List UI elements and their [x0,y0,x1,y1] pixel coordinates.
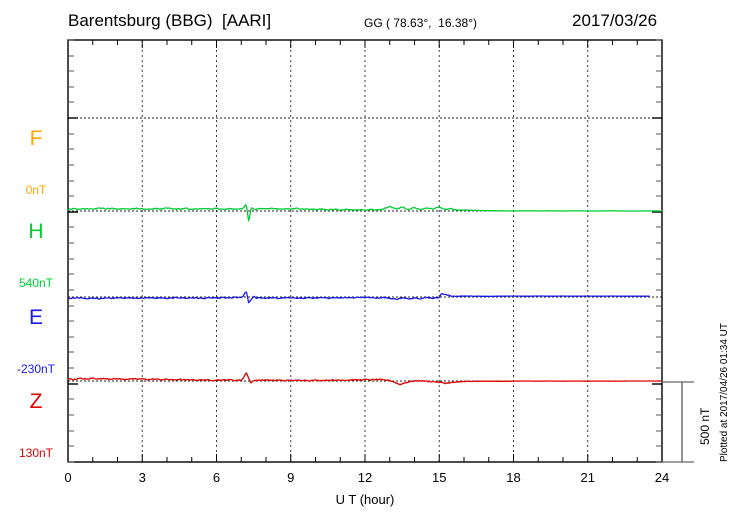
scale-bar-label: 500 nT [698,407,712,445]
geographic-coordinates: GG ( 78.63°, 16.38°) [364,16,477,30]
plotted-timestamp: Plotted at 2017/04/26 01:34 UT [719,323,730,462]
station-title: Barentsburg (BBG) [AARI] [68,11,272,30]
component-value-f: 0nT [25,183,47,197]
x-tick-label-24: 24 [654,470,670,485]
x-axis-title: U T (hour) [335,492,395,507]
component-value-z: 130nT [18,446,54,460]
observation-date: 2017/03/26 [572,11,658,30]
x-tick-label-9: 9 [287,470,295,485]
component-symbol-z: Z [29,390,43,413]
x-tick-label-18: 18 [506,470,521,485]
x-tick-label-6: 6 [212,470,221,485]
x-tick-label-0: 0 [64,470,72,485]
trace-z [67,372,663,386]
x-tick-label-21: 21 [580,470,595,485]
component-symbol-f: F [29,127,43,150]
component-value-e: -230nT [16,362,56,376]
component-symbol-h: H [28,220,44,243]
component-label-h: H 540nT [8,189,64,321]
component-value-h: 540nT [18,276,54,290]
component-symbol-e: E [28,306,43,329]
trace-e [67,291,650,304]
trace-h [67,203,663,222]
x-tick-label-15: 15 [432,470,447,485]
component-label-z: Z 130nT [8,359,64,491]
x-tick-label-3: 3 [138,470,146,485]
x-tick-label-12: 12 [357,470,373,485]
component-label-f: F 0nT [8,96,64,228]
component-label-e: E -230nT [8,275,64,407]
